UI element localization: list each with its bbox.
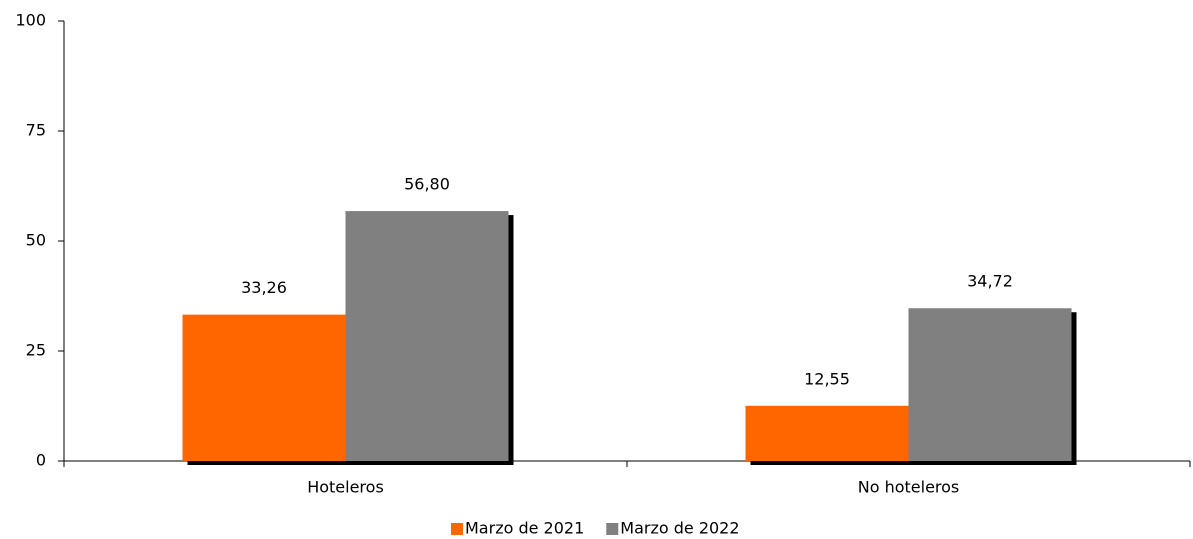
bar <box>908 308 1072 461</box>
value-label: 56,80 <box>404 175 450 194</box>
y-tick-label: 25 <box>26 341 46 360</box>
y-tick-label: 100 <box>15 11 46 30</box>
legend-swatch <box>606 523 619 535</box>
x-tick-label: Hoteleros <box>307 478 384 497</box>
legend-label: Marzo de 2022 <box>620 519 739 538</box>
legend-swatch <box>451 523 463 535</box>
y-tick-label: 50 <box>26 231 46 250</box>
x-tick-label: No hoteleros <box>858 478 960 497</box>
value-label: 12,55 <box>804 369 850 388</box>
y-tick-label: 75 <box>26 121 46 140</box>
value-label: 33,26 <box>241 278 287 297</box>
bar <box>345 211 509 461</box>
value-label: 34,72 <box>967 272 1013 291</box>
y-tick-label: 0 <box>36 451 46 470</box>
bar <box>745 405 909 461</box>
bar <box>182 314 346 461</box>
legend-label: Marzo de 2021 <box>465 519 584 538</box>
